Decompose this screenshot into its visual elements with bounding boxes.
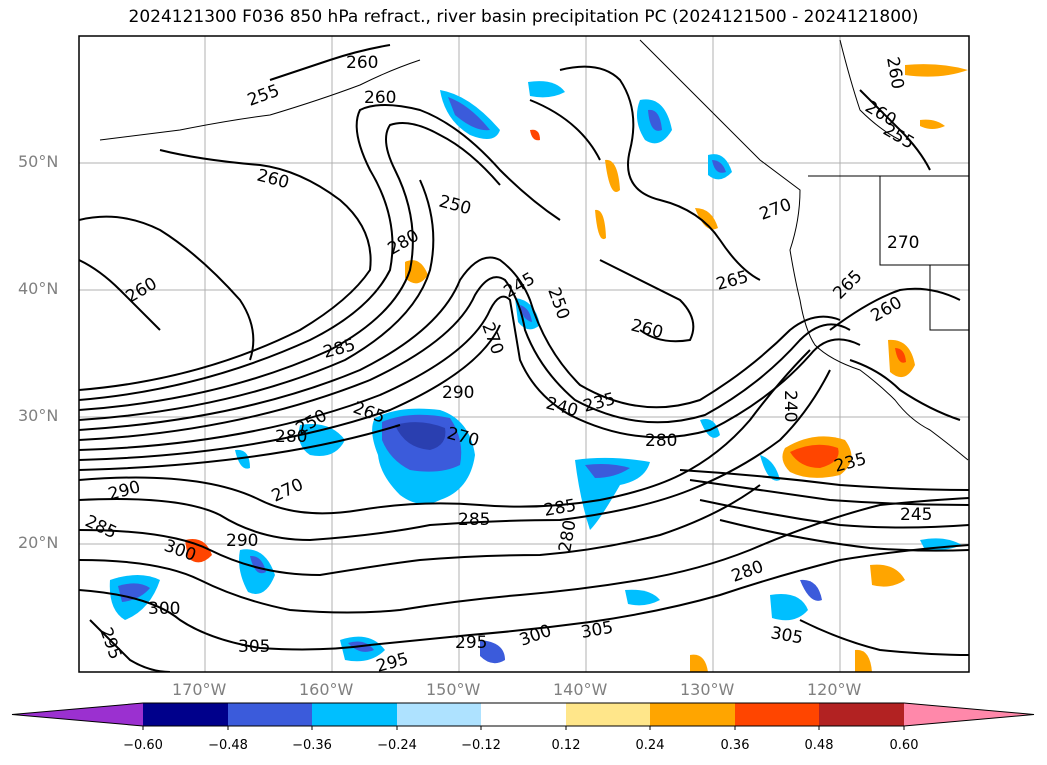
contour-label: 260 (346, 53, 378, 73)
plot-frame (78, 35, 970, 673)
precipitation-shading (109, 64, 968, 672)
longitude-label: 160°W (299, 680, 354, 699)
contour-label: 295 (455, 633, 487, 653)
refractivity-contours (79, 44, 969, 672)
latitude-label: 30°N (18, 406, 59, 425)
contour-label: 305 (238, 637, 270, 657)
colorbar-segment (566, 703, 650, 726)
contour-label: 270 (269, 475, 307, 507)
colorbar-segment (481, 703, 566, 726)
contour-label: 305 (769, 623, 804, 648)
contour-label: 290 (226, 531, 258, 551)
contour-label: 270 (887, 233, 919, 253)
contour-label: 235 (581, 389, 618, 417)
colorbar-segment (397, 703, 481, 726)
contour-label: 255 (245, 81, 282, 111)
contour-label: 285 (458, 510, 490, 530)
contour-label: 260 (868, 293, 906, 327)
colorbar-tick: 0.12 (551, 738, 581, 753)
coastlines (99, 39, 969, 461)
colorbar-tick: 0.36 (720, 738, 750, 753)
contour-label: 245 (900, 505, 932, 525)
latitude-label: 20°N (18, 533, 59, 552)
colorbar-segment (735, 703, 819, 726)
contour-label: 280 (555, 518, 580, 553)
longitude-label: 120°W (807, 680, 862, 699)
colorbar-tick: 0.48 (804, 738, 834, 753)
contour-label: 300 (517, 621, 554, 651)
contour-label: 265 (829, 266, 866, 303)
contour-label: 285 (82, 511, 120, 543)
contour-label: 280 (385, 226, 423, 260)
contour-label: 300 (148, 599, 180, 619)
contour-label: 240 (780, 390, 800, 422)
colorbar-tick: −0.48 (208, 738, 248, 753)
colorbar-segment (228, 703, 312, 726)
longitude-label: 150°W (426, 680, 481, 699)
map-title: 2024121300 F036 850 hPa refract., river … (128, 7, 919, 27)
colorbar-tick: −0.36 (292, 738, 332, 753)
colorbar-tick: 0.60 (889, 738, 919, 753)
contour-label: 290 (106, 477, 143, 505)
colorbar-tick: −0.60 (123, 738, 163, 753)
colorbar-tick: 0.24 (635, 738, 665, 753)
contour-label: 260 (882, 55, 907, 90)
colorbar-segment (819, 703, 904, 726)
contour-label: 290 (442, 383, 474, 403)
contour-label: 265 (350, 398, 387, 428)
contour-label: 260 (629, 316, 666, 344)
colorbar-tick: −0.12 (461, 738, 501, 753)
longitude-label: 170°W (172, 680, 227, 699)
colorbar-segment (650, 703, 735, 726)
contour-label: 250 (437, 192, 474, 220)
latitude-label: 40°N (18, 279, 59, 298)
colorbar-segment (143, 703, 228, 726)
contour-label: 260 (364, 88, 396, 108)
latitude-label: 50°N (18, 152, 59, 171)
contour-label: 295 (95, 625, 125, 662)
colorbar-tick: −0.24 (377, 738, 417, 753)
colorbar-segment (312, 703, 397, 726)
colorbar (11, 702, 1035, 730)
contour-label: 260 (255, 166, 292, 194)
colorbar-segment (904, 703, 1034, 726)
contour-label: 280 (645, 431, 677, 451)
contour-label: 305 (579, 618, 614, 643)
contour-label: 285 (321, 335, 358, 363)
longitude-label: 140°W (553, 680, 608, 699)
contour-label: 270 (757, 195, 794, 225)
colorbar-segment (12, 703, 143, 726)
contour-label: 260 (123, 274, 161, 308)
gridlines (79, 36, 969, 672)
contour-label: 280 (275, 427, 307, 447)
longitude-label: 130°W (680, 680, 735, 699)
contour-label: 285 (542, 496, 577, 521)
contour-label: 265 (714, 267, 751, 295)
